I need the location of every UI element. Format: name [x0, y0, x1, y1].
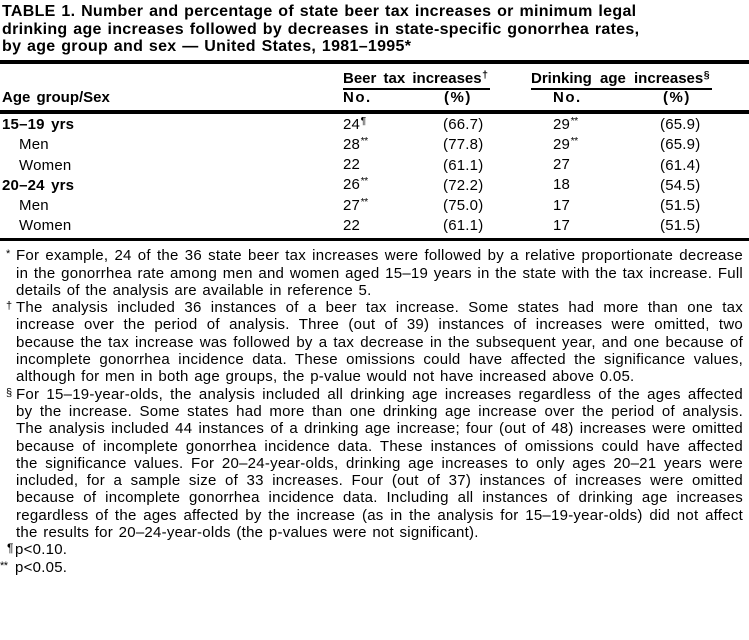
column-header-age-group-sex: Age group/Sex — [2, 88, 110, 106]
table-row: 15–19 yrs 24¶ (66.7) 29** (65.9) — [2, 115, 749, 135]
row-label: Women — [19, 156, 72, 174]
footnote-marker: ¶ — [360, 114, 367, 127]
footnote-text: The analysis included 36 instances of a … — [16, 299, 743, 386]
column-group-beer-tax: Beer tax increases† — [343, 68, 491, 90]
footnote-asterisk: * For example, 24 of the 36 state beer ta… — [0, 247, 749, 299]
drink-no-value: 17 — [553, 216, 571, 234]
beer-pct-cell: (61.1) — [443, 217, 484, 235]
beer-no-cell: 22 — [343, 216, 443, 237]
drink-pct-cell: (51.5) — [660, 217, 701, 235]
beer-no-cell: 26** — [343, 175, 443, 196]
row-label: 20–24 yrs — [2, 176, 75, 194]
beer-no-value: 22 — [343, 156, 361, 174]
column-header-drink-no: No. — [553, 88, 582, 106]
drink-no-cell: 17 — [553, 216, 660, 237]
row-label: Men — [19, 197, 49, 215]
table-row: Men 27** (75.0) 17 (51.5) — [2, 196, 749, 216]
drink-no-value: 27 — [553, 156, 571, 174]
beer-no-cell: 22 — [343, 155, 443, 176]
drink-pct-cell: (54.5) — [660, 176, 701, 194]
beer-no-value: 26 — [343, 176, 361, 194]
drink-no-cell: 27 — [553, 155, 660, 176]
drink-pct-cell: (51.5) — [660, 197, 701, 215]
beer-no-cell: 28** — [343, 135, 443, 156]
footnote-double-asterisk: ** p<0.05. — [0, 559, 749, 576]
column-header-beer-no: No. — [343, 88, 372, 106]
section-footnote-marker: § — [703, 68, 710, 81]
footnote-text: p<0.10. — [15, 541, 68, 559]
pilcrow-marker: ¶ — [7, 541, 13, 556]
footnote-marker: ** — [570, 134, 579, 147]
dagger-footnote-marker: † — [482, 68, 488, 81]
footnote-section: § For 15–19-year-olds, the analysis inclu… — [0, 386, 749, 542]
column-group-drinking-age: Drinking age increases§ — [531, 68, 713, 90]
drink-no-cell: 29** — [553, 115, 660, 136]
beer-no-value: 28 — [343, 135, 361, 153]
footnotes: * For example, 24 of the 36 state beer ta… — [0, 247, 749, 576]
table-title: TABLE 1. Number and percentage of state … — [2, 3, 640, 55]
divider-below-header — [0, 109, 749, 114]
table-row: 20–24 yrs 26** (72.2) 18 (54.5) — [2, 175, 749, 195]
beer-no-cell: 27** — [343, 196, 443, 217]
asterisk-marker: * — [6, 248, 10, 261]
divider-below-body — [0, 238, 749, 242]
beer-pct-cell: (61.1) — [443, 156, 484, 174]
row-label: Men — [19, 136, 49, 154]
drink-no-value: 29 — [553, 115, 571, 133]
drink-no-value: 18 — [553, 176, 571, 194]
column-header-beer-pct: (%) — [444, 88, 472, 106]
column-group-beer-tax-label: Beer tax increases — [343, 69, 482, 87]
footnote-text: p<0.05. — [15, 558, 68, 576]
beer-no-value: 27 — [343, 196, 361, 214]
beer-pct-cell: (72.2) — [443, 176, 484, 194]
section-marker: § — [6, 386, 12, 399]
row-label: 15–19 yrs — [2, 116, 75, 133]
drink-pct-cell: (65.9) — [660, 136, 701, 154]
footnote-text: For example, 24 of the 36 state beer tax… — [16, 247, 743, 299]
beer-no-value: 22 — [343, 216, 361, 234]
double-asterisk-marker: ** — [0, 559, 8, 572]
drink-no-value: 29 — [553, 135, 571, 153]
column-group-drinking-age-label: Drinking age increases — [531, 69, 704, 87]
divider-below-title — [0, 59, 749, 64]
beer-no-value: 24 — [343, 115, 361, 133]
drink-no-cell: 18 — [553, 175, 660, 196]
drink-pct-cell: (65.9) — [660, 116, 701, 133]
footnote-marker: ** — [360, 134, 369, 147]
table-row: Women 22 (61.1) 27 (61.4) — [2, 155, 749, 175]
row-label: Women — [19, 217, 72, 235]
footnote-marker: ** — [360, 175, 369, 188]
footnote-marker: ** — [360, 195, 369, 208]
drink-no-cell: 29** — [553, 135, 660, 156]
table-body: 15–19 yrs 24¶ (66.7) 29** (65.9) Men 28*… — [0, 114, 749, 239]
beer-pct-cell: (75.0) — [443, 197, 484, 215]
footnote-marker: ** — [570, 114, 579, 127]
beer-no-cell: 24¶ — [343, 115, 443, 136]
table-row: Women 22 (61.1) 17 (51.5) — [2, 216, 749, 236]
drink-pct-cell: (61.4) — [660, 156, 701, 174]
drink-no-cell: 17 — [553, 196, 660, 217]
beer-pct-cell: (77.8) — [443, 136, 484, 154]
footnote-dagger: † The analysis included 36 instances of a… — [0, 299, 749, 385]
table-row: Men 28** (77.8) 29** (65.9) — [2, 135, 749, 155]
footnote-text: For 15–19-year-olds, the analysis includ… — [16, 385, 743, 542]
drink-no-value: 17 — [553, 196, 571, 214]
beer-pct-cell: (66.7) — [443, 116, 484, 133]
footnote-pilcrow: ¶ p<0.10. — [0, 541, 749, 558]
dagger-marker: † — [6, 300, 12, 313]
column-header-drink-pct: (%) — [663, 88, 691, 106]
table-header: Beer tax increases† Drinking age increas… — [0, 64, 749, 110]
